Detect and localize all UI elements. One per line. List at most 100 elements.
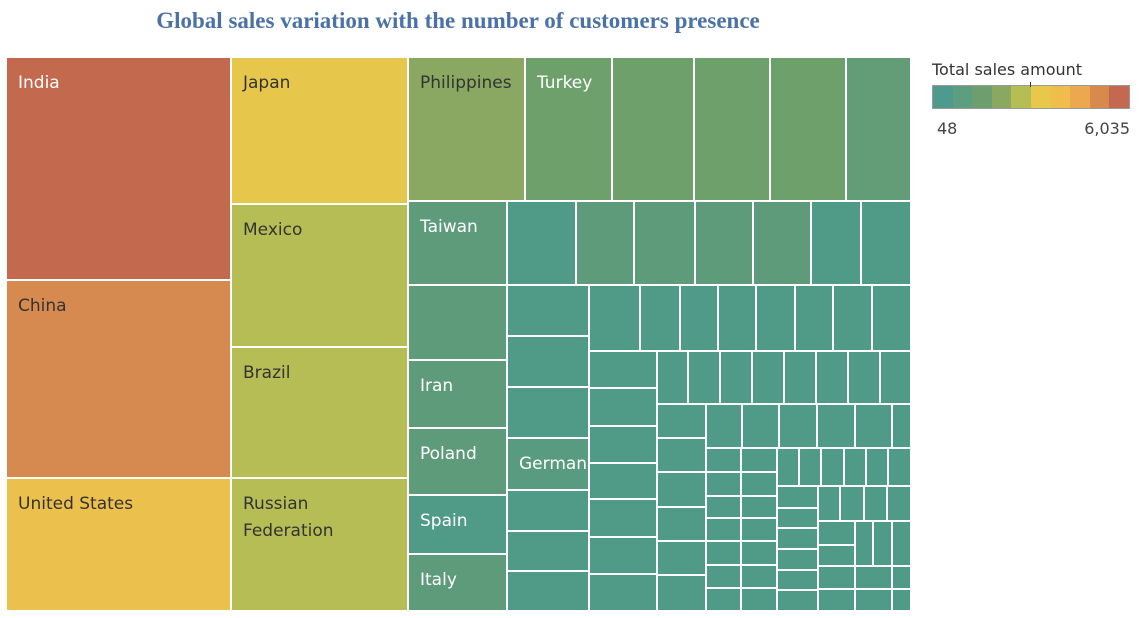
treemap-cell (810, 200, 862, 286)
legend-swatch (933, 86, 953, 108)
treemap-cell (820, 447, 845, 487)
treemap-cell (705, 495, 742, 519)
treemap-cell (778, 403, 818, 449)
treemap-cell-poland (407, 427, 508, 496)
treemap-cell-iran (407, 359, 508, 429)
treemap-cell (588, 387, 658, 427)
treemap-cell (740, 447, 778, 473)
treemap-cell (798, 447, 822, 487)
treemap-cell (588, 536, 658, 575)
cell-label: Italy (420, 570, 457, 590)
treemap-cell (891, 403, 912, 449)
treemap-cell (776, 507, 819, 529)
treemap-cell (740, 517, 778, 542)
treemap-cell (854, 565, 893, 590)
treemap-cell (817, 520, 856, 546)
cell-label: United States (18, 494, 133, 514)
treemap-cell (588, 284, 641, 352)
treemap-cell (817, 544, 856, 567)
treemap-cell (506, 489, 590, 532)
treemap-cell (656, 540, 707, 576)
treemap-cell (656, 471, 707, 508)
treemap-cell (752, 200, 812, 286)
legend-swatch (1050, 86, 1071, 108)
cell-label: Russian Federation (243, 494, 334, 541)
treemap-cell (705, 564, 742, 589)
treemap-cell (694, 200, 754, 286)
treemap-cell (740, 471, 778, 497)
treemap-cell (705, 517, 742, 542)
cell-label: Philippines (420, 73, 512, 93)
treemap-cell (705, 403, 743, 449)
treemap-cell-taiwan (407, 200, 508, 286)
legend-swatch (1011, 86, 1031, 108)
treemap-cell (588, 425, 658, 464)
treemap-cell (740, 495, 778, 519)
cell-label: Taiwan (419, 217, 478, 237)
legend-swatch (991, 86, 1012, 108)
treemap-cell (863, 485, 888, 522)
legend-midpoint-tick (1030, 82, 1031, 87)
cell-label: India (18, 73, 60, 93)
cell-label: Germany (519, 454, 597, 474)
treemap-cell (705, 587, 742, 612)
cell-label: Japan (242, 73, 290, 93)
treemap-cell (887, 447, 912, 487)
treemap-cell (740, 540, 778, 566)
treemap-cell (656, 403, 707, 439)
treemap-cell (407, 284, 508, 361)
treemap-cell (843, 447, 867, 487)
treemap-cell (794, 284, 834, 352)
treemap-cell (891, 565, 912, 590)
cell-label: Iran (420, 376, 453, 396)
treemap-cell (755, 284, 796, 352)
treemap-cell (588, 350, 658, 389)
cell-label: Poland (420, 444, 477, 464)
legend-swatch (1030, 86, 1051, 108)
legend-swatch (1089, 86, 1110, 108)
treemap-cell (740, 564, 778, 589)
treemap-cell (854, 403, 893, 449)
legend-title: Total sales amount (932, 60, 1083, 79)
treemap-cell (854, 588, 893, 612)
legend-swatch (1070, 86, 1090, 108)
treemap-cell (817, 565, 856, 590)
treemap-cell (506, 335, 590, 388)
treemap-cell (705, 540, 742, 566)
treemap-cell (839, 485, 865, 522)
treemap-cell (783, 350, 817, 405)
treemap-cell (687, 350, 721, 405)
cell-label: Spain (420, 511, 468, 531)
treemap-cell (865, 447, 889, 487)
treemap-cell-russian-federation (230, 477, 409, 612)
treemap-cell (871, 284, 912, 352)
chart-title: Global sales variation with the number o… (156, 8, 760, 33)
treemap-cell (588, 573, 658, 612)
treemap-cell (705, 471, 742, 497)
treemap-cell (751, 350, 785, 405)
treemap-cell (506, 570, 590, 612)
cell-label: Turkey (536, 73, 592, 93)
treemap-cell (776, 485, 819, 509)
cell-label: China (18, 296, 67, 316)
treemap-cell (506, 284, 590, 337)
treemap-cell (860, 200, 912, 286)
treemap-cell (639, 284, 681, 352)
cell-label: Brazil (243, 363, 290, 383)
treemap-cell (816, 403, 856, 449)
legend-color-ramp (932, 85, 1130, 109)
treemap-cell (633, 200, 696, 286)
treemap-cell (891, 588, 912, 612)
treemap-cell (879, 350, 912, 405)
treemap-cell (506, 200, 577, 286)
legend-swatch (972, 86, 992, 108)
treemap-cell (886, 485, 912, 522)
treemap-cell (776, 447, 800, 487)
treemap-cell-germany (506, 437, 590, 491)
treemap-cell (769, 56, 847, 202)
treemap-cell (872, 520, 893, 567)
color-legend: Total sales amount 48 6,035 (932, 60, 1136, 138)
treemap-cell (506, 530, 590, 572)
treemap-cell (656, 506, 707, 542)
treemap-cell (656, 574, 707, 612)
